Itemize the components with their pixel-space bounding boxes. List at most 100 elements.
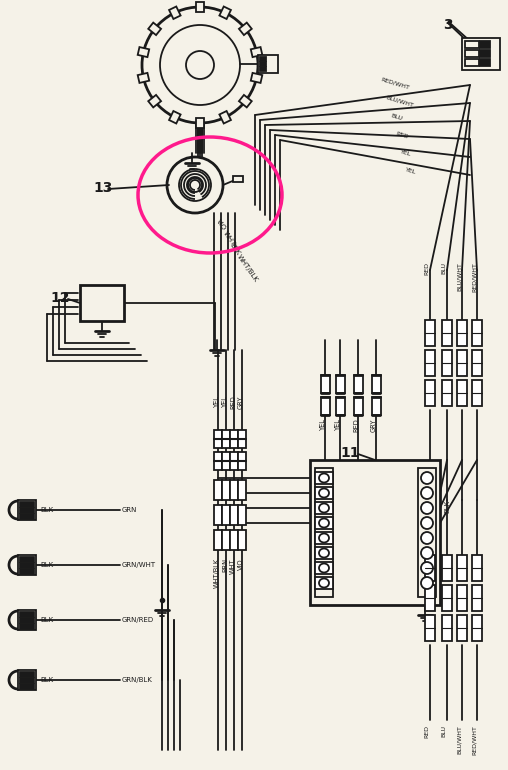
Bar bbox=[465, 41, 479, 48]
Bar bbox=[462, 38, 500, 70]
Ellipse shape bbox=[319, 474, 329, 483]
Bar bbox=[472, 555, 482, 581]
Bar bbox=[457, 615, 467, 641]
Bar bbox=[148, 22, 161, 35]
Bar bbox=[315, 532, 333, 544]
Text: GRN: GRN bbox=[122, 507, 137, 513]
Bar bbox=[372, 375, 381, 393]
Text: RED/WHT: RED/WHT bbox=[471, 262, 477, 292]
Bar bbox=[238, 530, 246, 550]
Text: VIO: VIO bbox=[238, 558, 244, 570]
Bar bbox=[251, 47, 262, 57]
Text: GRY: GRY bbox=[371, 418, 377, 431]
Text: BLK: BLK bbox=[444, 500, 450, 513]
Circle shape bbox=[421, 472, 433, 484]
Text: GRN/WHT: GRN/WHT bbox=[122, 562, 156, 568]
Text: BLK: BLK bbox=[40, 617, 53, 623]
Bar bbox=[315, 517, 333, 529]
Bar bbox=[196, 118, 204, 128]
Bar bbox=[222, 530, 230, 550]
Text: BLK: BLK bbox=[40, 677, 53, 683]
Bar bbox=[457, 585, 467, 611]
Ellipse shape bbox=[319, 518, 329, 527]
Circle shape bbox=[186, 51, 214, 79]
Circle shape bbox=[421, 547, 433, 559]
Circle shape bbox=[421, 577, 433, 589]
Text: BRN: BRN bbox=[222, 558, 228, 572]
Text: VIO: VIO bbox=[215, 218, 227, 231]
Ellipse shape bbox=[319, 534, 329, 543]
Bar bbox=[230, 430, 238, 448]
Ellipse shape bbox=[319, 548, 329, 557]
Text: BLU/WHT: BLU/WHT bbox=[385, 95, 414, 109]
Bar bbox=[442, 555, 452, 581]
Bar bbox=[315, 562, 333, 574]
Bar bbox=[214, 430, 222, 448]
Bar bbox=[457, 350, 467, 376]
Bar bbox=[310, 460, 440, 605]
Ellipse shape bbox=[319, 564, 329, 573]
Bar bbox=[418, 468, 436, 597]
Bar bbox=[238, 452, 246, 470]
Bar bbox=[260, 62, 266, 66]
Bar bbox=[80, 285, 124, 321]
Bar bbox=[425, 585, 435, 611]
Bar bbox=[214, 480, 222, 500]
Bar bbox=[222, 480, 230, 500]
Bar bbox=[222, 430, 230, 448]
Bar bbox=[20, 514, 34, 519]
Bar bbox=[239, 22, 252, 35]
Text: RED: RED bbox=[395, 131, 409, 139]
Bar bbox=[20, 502, 34, 507]
Bar bbox=[20, 508, 34, 513]
Bar bbox=[480, 41, 490, 48]
Circle shape bbox=[421, 487, 433, 499]
Bar bbox=[457, 555, 467, 581]
Bar bbox=[472, 585, 482, 611]
Text: BLK: BLK bbox=[229, 242, 241, 256]
Circle shape bbox=[188, 178, 202, 192]
Text: RED: RED bbox=[425, 262, 429, 275]
Bar bbox=[354, 375, 363, 393]
Bar bbox=[315, 487, 333, 499]
Bar bbox=[20, 569, 34, 574]
Bar bbox=[230, 452, 238, 470]
Text: 12: 12 bbox=[50, 291, 70, 305]
Bar bbox=[148, 95, 161, 107]
Bar bbox=[20, 557, 34, 562]
Bar bbox=[138, 73, 149, 83]
Text: 13: 13 bbox=[93, 181, 112, 195]
Bar bbox=[233, 176, 243, 182]
Text: BLK: BLK bbox=[40, 562, 53, 568]
Bar bbox=[425, 380, 435, 406]
Bar bbox=[457, 380, 467, 406]
Bar bbox=[214, 452, 222, 470]
Text: RED/WHT: RED/WHT bbox=[380, 77, 410, 91]
Bar bbox=[425, 320, 435, 346]
Bar bbox=[20, 672, 34, 677]
Ellipse shape bbox=[319, 578, 329, 588]
Text: RED: RED bbox=[353, 418, 359, 432]
Bar bbox=[138, 47, 149, 57]
Bar bbox=[336, 375, 345, 393]
Text: YEL: YEL bbox=[335, 418, 341, 430]
Bar bbox=[315, 577, 333, 589]
Bar bbox=[315, 468, 333, 597]
Bar bbox=[336, 397, 345, 415]
Bar bbox=[465, 59, 479, 66]
Bar bbox=[238, 480, 246, 500]
Bar bbox=[230, 505, 238, 525]
Bar bbox=[251, 73, 262, 83]
Bar bbox=[239, 95, 252, 107]
Text: BLU: BLU bbox=[441, 262, 447, 274]
Circle shape bbox=[421, 532, 433, 544]
Bar bbox=[18, 555, 36, 575]
Text: BLU: BLU bbox=[441, 725, 447, 737]
Bar bbox=[442, 615, 452, 641]
Text: YEL: YEL bbox=[405, 167, 417, 175]
Bar bbox=[219, 111, 231, 123]
Circle shape bbox=[421, 562, 433, 574]
Ellipse shape bbox=[319, 488, 329, 497]
Bar bbox=[457, 320, 467, 346]
Bar bbox=[18, 500, 36, 520]
